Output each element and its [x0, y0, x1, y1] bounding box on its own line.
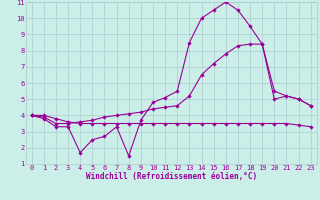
X-axis label: Windchill (Refroidissement éolien,°C): Windchill (Refroidissement éolien,°C): [86, 172, 257, 181]
